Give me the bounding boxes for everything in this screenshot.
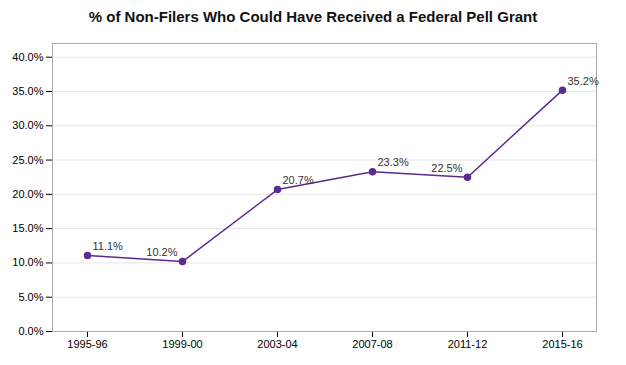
- svg-text:10.2%: 10.2%: [146, 246, 177, 258]
- svg-text:2007-08: 2007-08: [352, 338, 392, 350]
- svg-text:2015-16: 2015-16: [542, 338, 582, 350]
- svg-text:5.0%: 5.0%: [18, 291, 43, 303]
- svg-text:1999-00: 1999-00: [162, 338, 202, 350]
- svg-text:2003-04: 2003-04: [257, 338, 297, 350]
- svg-text:23.3%: 23.3%: [378, 156, 409, 168]
- svg-text:20.7%: 20.7%: [283, 174, 314, 186]
- svg-text:15.0%: 15.0%: [12, 222, 43, 234]
- svg-text:25.0%: 25.0%: [12, 154, 43, 166]
- svg-text:30.0%: 30.0%: [12, 119, 43, 131]
- html-text:% of Non-Filers Who Could Have: % of Non-Filers Who Could Have Received …: [88, 8, 538, 25]
- svg-text:20.0%: 20.0%: [12, 188, 43, 200]
- svg-text:2011-12: 2011-12: [448, 338, 488, 350]
- svg-text:35.2%: 35.2%: [568, 75, 599, 87]
- svg-text:22.5%: 22.5%: [431, 162, 462, 174]
- svg-text:40.0%: 40.0%: [12, 51, 43, 63]
- svg-text:1995-96: 1995-96: [67, 338, 107, 350]
- svg-text:0.0%: 0.0%: [18, 325, 43, 337]
- svg-text:35.0%: 35.0%: [12, 85, 43, 97]
- svg-text:10.0%: 10.0%: [12, 256, 43, 268]
- svg-text:11.1%: 11.1%: [93, 240, 124, 252]
